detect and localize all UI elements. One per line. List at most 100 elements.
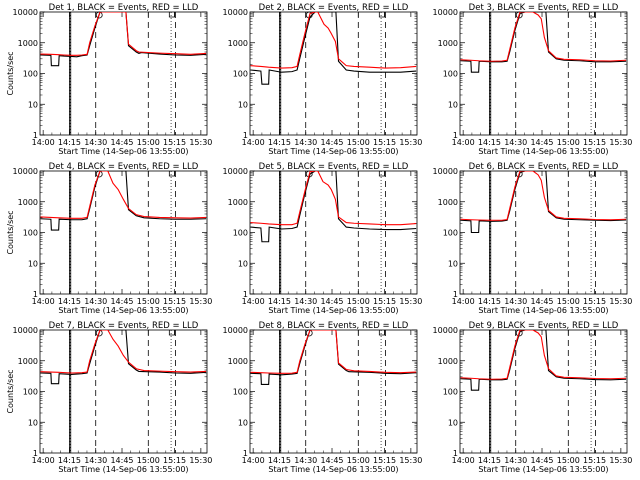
x-tick-label: 14:15	[478, 138, 501, 147]
vertical-markers	[489, 330, 596, 453]
x-tick-label: 15:15	[583, 138, 606, 147]
y-tick-label: 1000	[438, 39, 458, 48]
y-tick-label: 100	[23, 388, 38, 397]
lld-series-line	[460, 12, 627, 62]
x-tick-label: 14:00	[452, 456, 475, 465]
plot-frame	[39, 329, 208, 454]
y-tick-label: 100	[443, 70, 458, 79]
y-tick-label: 1	[243, 131, 248, 140]
x-tick-label: 15:15	[163, 297, 186, 306]
lld-series-line	[40, 171, 207, 219]
top-marker-bracket	[588, 171, 595, 177]
x-tick-label: 14:15	[268, 297, 291, 306]
y-tick-label: 10	[448, 418, 458, 427]
y-tick-label: 100	[23, 70, 38, 79]
y-tick-label: 10000	[223, 167, 248, 176]
x-tick-label: 15:30	[189, 297, 212, 306]
x-tick-label: 15:30	[399, 297, 422, 306]
y-tick-label: 1	[453, 290, 458, 299]
top-marker-bracket	[168, 12, 175, 18]
vertical-markers	[279, 12, 386, 135]
x-tick-label: 14:45	[530, 297, 553, 306]
top-marker-bracket	[378, 12, 385, 18]
y-tick-label: 1	[33, 290, 38, 299]
series-group	[40, 12, 207, 67]
y-tick-label: 1000	[228, 39, 248, 48]
x-tick-label: 14:45	[530, 456, 553, 465]
x-axis-label: Start Time (14-Sep-06 13:55:00)	[58, 306, 188, 315]
x-axis-label: Start Time (14-Sep-06 13:55:00)	[268, 306, 398, 315]
lld-series-line	[460, 171, 627, 221]
x-tick-label: 14:45	[320, 456, 343, 465]
x-tick-label: 14:45	[110, 456, 133, 465]
panel-det-7: Det 7, BLACK = Events, RED = LLD 1 10 100 10…	[6, 321, 212, 474]
events-series-line	[40, 171, 207, 231]
y-tick-label: 10	[448, 259, 458, 268]
y-tick-label: 10000	[13, 8, 38, 17]
x-axis-label: Start Time (14-Sep-06 13:55:00)	[478, 147, 608, 156]
vertical-markers	[489, 12, 596, 135]
x-tick-label: 14:45	[530, 138, 553, 147]
y-tick-label: 10000	[223, 8, 248, 17]
plot-frame	[249, 170, 418, 295]
x-tick-label: 15:15	[373, 297, 396, 306]
x-tick-label: 14:00	[32, 297, 55, 306]
y-tick-label: 10000	[433, 167, 458, 176]
y-tick-label: 1000	[18, 39, 38, 48]
y-tick-label: 10	[238, 418, 248, 427]
top-marker-circle	[95, 170, 103, 178]
x-tick-label: 14:00	[32, 456, 55, 465]
panel-title: Det 4, BLACK = Events, RED = LLD	[49, 162, 199, 172]
x-tick-label: 14:00	[242, 456, 265, 465]
x-axis-label: Start Time (14-Sep-06 13:55:00)	[478, 465, 608, 474]
vertical-markers	[69, 12, 176, 135]
series-group	[40, 171, 207, 231]
lld-series-line	[40, 12, 207, 56]
events-series-line	[460, 12, 627, 73]
series-group	[40, 330, 207, 385]
panel-title: Det 6, BLACK = Events, RED = LLD	[469, 162, 619, 172]
y-tick-label: 1	[453, 449, 458, 458]
panel-title: Det 5, BLACK = Events, RED = LLD	[259, 162, 409, 172]
y-tick-label: 1000	[228, 357, 248, 366]
y-tick-label: 10	[238, 100, 248, 109]
x-tick-label: 15:00	[557, 456, 580, 465]
panel-det-1: Det 1, BLACK = Events, RED = LLD 1 10 100 10…	[6, 3, 212, 156]
vertical-markers	[69, 171, 176, 294]
top-marker-circle	[515, 11, 523, 19]
series-group	[460, 330, 627, 391]
top-marker-bracket	[588, 12, 595, 18]
x-tick-label: 14:30	[504, 456, 527, 465]
x-tick-label: 15:15	[583, 456, 606, 465]
x-tick-label: 15:15	[163, 456, 186, 465]
top-marker-bracket	[168, 330, 175, 336]
x-tick-label: 14:30	[294, 456, 317, 465]
y-tick-label: 100	[233, 388, 248, 397]
panel-det-3: Det 3, BLACK = Events, RED = LLD 1 10 100 10…	[433, 3, 633, 156]
vertical-markers	[279, 330, 386, 453]
y-tick-label: 100	[23, 229, 38, 238]
x-tick-label: 15:00	[347, 297, 370, 306]
events-series-line	[250, 171, 417, 243]
y-axis-label: Counts/sec	[6, 210, 15, 254]
x-tick-label: 15:30	[189, 138, 212, 147]
x-tick-label: 15:15	[373, 138, 396, 147]
y-tick-label: 10	[28, 100, 38, 109]
x-tick-label: 15:00	[137, 138, 160, 147]
x-axis-label: Start Time (14-Sep-06 13:55:00)	[478, 306, 608, 315]
x-tick-label: 15:30	[609, 138, 632, 147]
x-tick-label: 14:15	[268, 456, 291, 465]
x-tick-label: 15:30	[399, 456, 422, 465]
y-tick-label: 1000	[438, 198, 458, 207]
x-tick-label: 14:45	[320, 138, 343, 147]
x-tick-label: 15:30	[399, 138, 422, 147]
x-tick-label: 15:15	[163, 138, 186, 147]
x-tick-label: 15:00	[137, 456, 160, 465]
events-series-line	[460, 171, 627, 234]
y-tick-label: 1000	[18, 357, 38, 366]
x-tick-label: 15:30	[189, 456, 212, 465]
x-tick-label: 14:00	[452, 297, 475, 306]
y-tick-label: 1	[243, 449, 248, 458]
events-series-line	[250, 12, 417, 85]
vertical-markers	[279, 171, 386, 294]
